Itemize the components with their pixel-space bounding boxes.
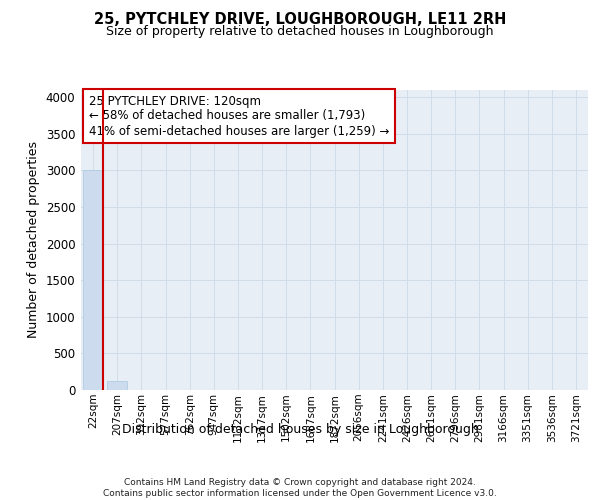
- Text: Size of property relative to detached houses in Loughborough: Size of property relative to detached ho…: [106, 25, 494, 38]
- Text: 25, PYTCHLEY DRIVE, LOUGHBOROUGH, LE11 2RH: 25, PYTCHLEY DRIVE, LOUGHBOROUGH, LE11 2…: [94, 12, 506, 28]
- Bar: [83, 170, 103, 390]
- Text: 25 PYTCHLEY DRIVE: 120sqm
← 58% of detached houses are smaller (1,793)
41% of se: 25 PYTCHLEY DRIVE: 120sqm ← 58% of detac…: [89, 94, 389, 138]
- Text: Contains HM Land Registry data © Crown copyright and database right 2024.
Contai: Contains HM Land Registry data © Crown c…: [103, 478, 497, 498]
- Text: Distribution of detached houses by size in Loughborough: Distribution of detached houses by size …: [122, 422, 478, 436]
- Bar: [107, 381, 127, 390]
- Y-axis label: Number of detached properties: Number of detached properties: [27, 142, 40, 338]
